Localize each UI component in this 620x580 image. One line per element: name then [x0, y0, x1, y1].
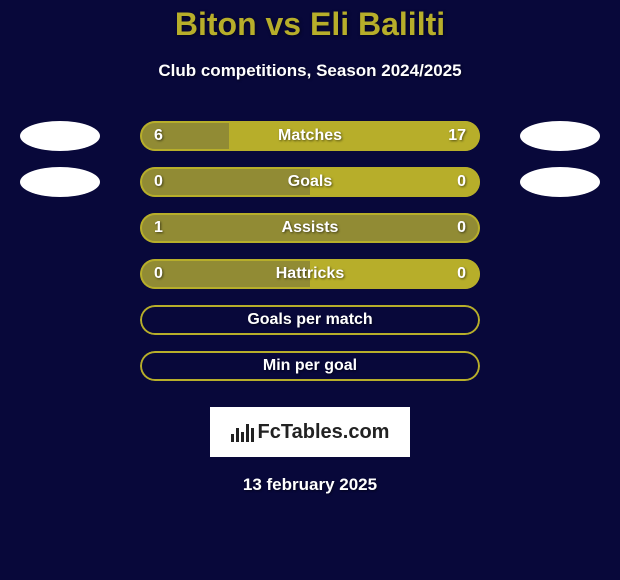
stat-value-left: 1: [140, 213, 177, 243]
stat-value-right: 0: [443, 213, 480, 243]
stat-bar: 00Hattricks: [140, 259, 480, 289]
stat-bar: 10Assists: [140, 213, 480, 243]
date-line: 13 february 2025: [0, 475, 620, 495]
stat-row: 10Assists: [0, 205, 620, 251]
stat-label: Min per goal: [140, 351, 480, 381]
stat-value-right: 0: [443, 259, 480, 289]
stat-bar: Goals per match: [140, 305, 480, 335]
stat-value-left: 6: [140, 121, 177, 151]
bar-border: [140, 305, 480, 335]
stat-row: 00Hattricks: [0, 251, 620, 297]
player-right-avatar: [520, 121, 600, 151]
stat-row: Goals per match: [0, 297, 620, 343]
stat-bar: 617Matches: [140, 121, 480, 151]
stat-bar: Min per goal: [140, 351, 480, 381]
stat-value-right: 0: [443, 167, 480, 197]
stat-row: 00Goals: [0, 159, 620, 205]
player-left-avatar: [20, 121, 100, 151]
bar-chart-icon: [231, 422, 254, 442]
bar-border: [140, 351, 480, 381]
stat-value-right: 17: [434, 121, 480, 151]
stat-row: Min per goal: [0, 343, 620, 389]
player-left-avatar: [20, 167, 100, 197]
stat-bar: 00Goals: [140, 167, 480, 197]
stat-row: 617Matches: [0, 113, 620, 159]
page-subtitle: Club competitions, Season 2024/2025: [0, 61, 620, 81]
stats-list: 617Matches00Goals10Assists00HattricksGoa…: [0, 113, 620, 389]
logo-text: FcTables.com: [258, 421, 390, 444]
logo: FcTables.com: [231, 421, 390, 444]
logo-box: FcTables.com: [210, 407, 410, 457]
comparison-card: Biton vs Eli Balilti Club competitions, …: [0, 6, 620, 495]
stat-label: Goals per match: [140, 305, 480, 335]
page-title: Biton vs Eli Balilti: [0, 6, 620, 43]
stat-value-left: 0: [140, 167, 177, 197]
stat-value-left: 0: [140, 259, 177, 289]
player-right-avatar: [520, 167, 600, 197]
bar-fill-left: [140, 213, 480, 243]
